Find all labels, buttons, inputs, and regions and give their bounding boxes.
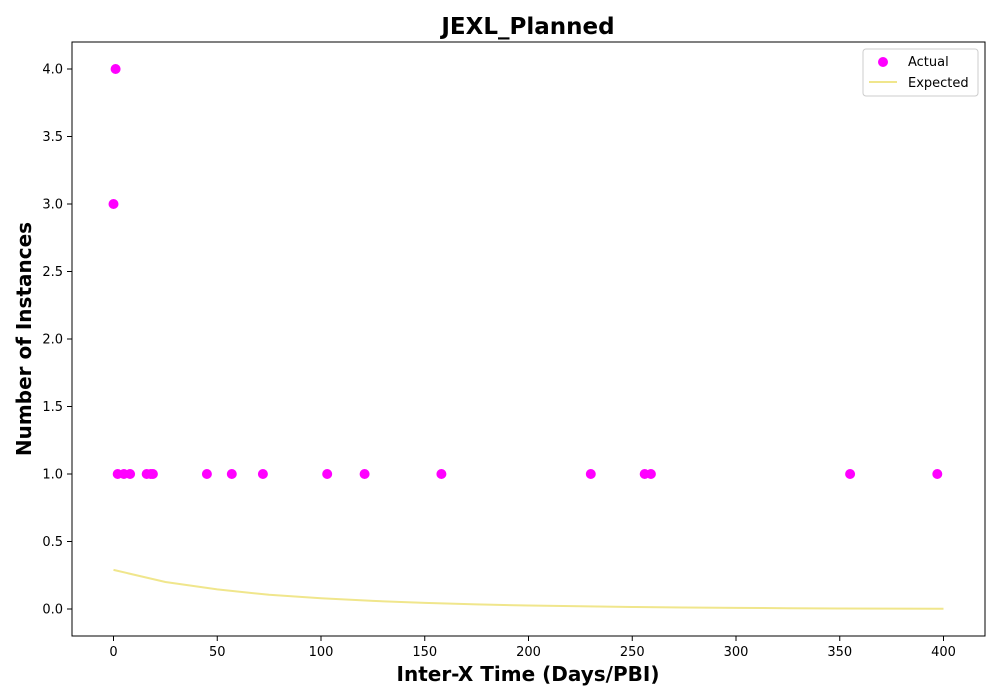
legend-box xyxy=(862,48,979,97)
x-tick-label: 250 xyxy=(620,645,645,660)
chart-title: JEXL_Planned xyxy=(439,14,614,40)
legend-expected-label: Expected xyxy=(908,76,969,91)
y-axis: 0.0 0.5 1.0 1.5 2.0 2.5 3.0 3.5 4.0 xyxy=(42,63,72,618)
y-tick-label: 1.5 xyxy=(42,400,63,415)
actual-point xyxy=(585,469,596,479)
x-tick-label: 0 xyxy=(109,645,117,660)
actual-point xyxy=(110,64,121,74)
actual-point xyxy=(108,199,119,209)
x-tick-label: 300 xyxy=(724,645,749,660)
y-tick-label: 1.0 xyxy=(42,468,63,483)
y-tick-label: 0.5 xyxy=(42,535,63,550)
x-tick-label: 150 xyxy=(412,645,437,660)
y-tick-label: 2.5 xyxy=(42,265,63,280)
y-tick-label: 4.0 xyxy=(42,63,63,78)
x-axis: 0 50 100 150 200 250 300 350 400 xyxy=(109,636,956,660)
y-tick-label: 2.0 xyxy=(42,333,63,348)
actual-point xyxy=(257,469,268,479)
x-tick-label: 100 xyxy=(309,645,334,660)
expected-line xyxy=(113,568,944,610)
y-tick-label: 3.5 xyxy=(42,130,63,145)
actual-point xyxy=(645,469,656,479)
x-tick-label: 350 xyxy=(827,645,852,660)
actual-point xyxy=(845,469,856,479)
x-tick-label: 400 xyxy=(931,645,956,660)
legend: Actual Expected xyxy=(862,48,979,97)
actual-point xyxy=(125,469,136,479)
actual-point xyxy=(201,469,212,479)
legend-actual-marker xyxy=(878,57,888,67)
plot-area xyxy=(71,41,986,637)
actual-point xyxy=(359,469,370,479)
series-layer xyxy=(108,64,944,610)
y-tick-label: 0.0 xyxy=(42,603,63,618)
actual-point xyxy=(147,469,158,479)
actual-point xyxy=(322,469,333,479)
y-axis-label: Number of Instances xyxy=(12,222,36,456)
actual-point xyxy=(226,469,237,479)
x-tick-label: 50 xyxy=(209,645,226,660)
legend-actual-label: Actual xyxy=(908,55,949,70)
actual-point xyxy=(932,469,943,479)
y-tick-label: 3.0 xyxy=(42,198,63,213)
actual-point xyxy=(436,469,447,479)
x-axis-label: Inter-X Time (Days/PBI) xyxy=(397,662,660,686)
x-tick-label: 200 xyxy=(516,645,541,660)
